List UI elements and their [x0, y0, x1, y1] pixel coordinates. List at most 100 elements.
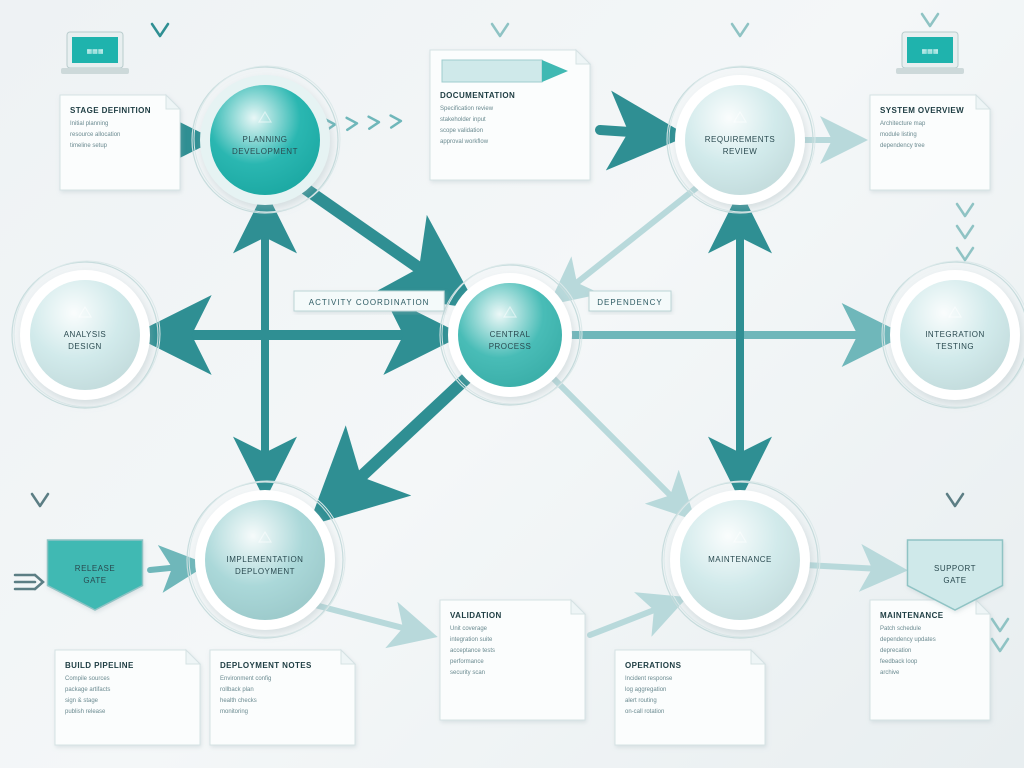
chevron-deco-6 [957, 248, 973, 260]
pent-left-label-1: RELEASE [75, 564, 115, 573]
card-bc1: DEPLOYMENT NOTES Environment config rollba… [210, 650, 355, 745]
n-top-right-label-1: REQUIREMENTS [705, 135, 775, 144]
laptop-icon: ▦▦▦ [86, 49, 103, 55]
n-top-right-label-2: REVIEW [723, 147, 758, 156]
n-top-left: PLANNING DEVELOPMENT [192, 66, 340, 213]
pent-left-label-2: GATE [83, 576, 106, 585]
card-bl-line-0: Compile sources [65, 676, 110, 682]
n-top-left-label-2: DEVELOPMENT [232, 147, 298, 156]
card-tr: SYSTEM OVERVIEWArchitecture mapmodule li… [870, 95, 990, 190]
n-center-label-1: CENTRAL [490, 330, 531, 339]
arrow-n-center-n-bot-right [550, 375, 690, 515]
n-bot-left-label-1: IMPLEMENTATION [227, 555, 304, 564]
chevron-down-icon [732, 24, 748, 36]
n-bot-right: MAINTENANCE [662, 481, 820, 638]
card-tc-line-0: Specification review [440, 106, 494, 112]
arrow-card-bc2-n-bot-right [590, 600, 680, 635]
card-bl: BUILD PIPELINE Compile sources package art… [55, 650, 200, 745]
card-br-title: MAINTENANCE [880, 611, 944, 620]
card-tr-line-2: dependency tree [880, 143, 925, 149]
chevron-deco-9 [15, 575, 43, 589]
chevron-deco-5 [957, 226, 973, 238]
lbl-left: ACTIVITY COORDINATION [294, 291, 444, 311]
chevron-deco-1 [492, 24, 508, 36]
chevron-deco-7 [32, 494, 48, 506]
card-bl-line-1: package artifacts [65, 687, 110, 693]
n-mid-left-label-2: DESIGN [68, 342, 102, 351]
card-tr-title: SYSTEM OVERVIEW [880, 106, 964, 115]
card-bc3-line-2: alert routing [625, 698, 657, 704]
chevron-deco-0 [152, 24, 168, 36]
arrow-n-bot-left-card-bc2 [315, 605, 430, 635]
arrow-card-tc-n-top-right [600, 130, 675, 135]
card-br-line-1: dependency updates [880, 637, 936, 643]
pent-left: RELEASE GATE [48, 540, 143, 610]
card-bc3-line-3: on-call rotation [625, 709, 664, 715]
card-br-line-4: archive [880, 670, 900, 676]
chevron-deco-10 [992, 619, 1008, 631]
card-tl-line-1: resource allocation [70, 132, 120, 138]
card-tc: DOCUMENTATION Specification review stakeho… [430, 50, 590, 180]
chevron-deco-3 [922, 14, 938, 26]
chevron-down-icon [957, 204, 973, 216]
n-center-label-2: PROCESS [489, 342, 532, 351]
chevron-deco-8 [947, 494, 963, 506]
card-bc2-line-2: acceptance tests [450, 648, 495, 654]
card-bc1-line-0: Environment config [220, 676, 271, 682]
card-tc-line-2: scope validation [440, 128, 483, 134]
pent-right-label-1: SUPPORT [934, 564, 976, 573]
n-bot-right-label-1: MAINTENANCE [708, 555, 772, 564]
chevron-down-icon [32, 494, 48, 506]
card-bc2-line-1: integration suite [450, 637, 493, 643]
card-bc2: VALIDATIONUnit coverageintegration suite… [440, 600, 585, 720]
chevron-deco-2 [732, 24, 748, 36]
lbl-right: DEPENDENCY [589, 291, 671, 311]
chevron-deco-4 [957, 204, 973, 216]
chevron-down-icon [992, 619, 1008, 631]
n-mid-right-label-1: INTEGRATION [925, 330, 985, 339]
card-br-line-3: feedback loop [880, 659, 918, 665]
card-tr-line-1: module listing [880, 132, 917, 138]
card-bc1-line-1: rollback plan [220, 687, 254, 693]
card-tc-line-3: approval workflow [440, 139, 489, 145]
n-bot-left-label-2: DEPLOYMENT [235, 567, 295, 576]
chevron-down-icon [922, 14, 938, 26]
chevron-down-icon [957, 248, 973, 260]
card-tl: STAGE DEFINITION Initial planning resource… [60, 95, 180, 190]
card-tl-title: STAGE DEFINITION [70, 106, 151, 115]
card-bc1-title: DEPLOYMENT NOTES [220, 661, 312, 670]
laptop-icon: ▦▦▦ [921, 49, 938, 55]
card-tl-line-0: Initial planning [70, 121, 108, 127]
lbl-right-text: DEPENDENCY [597, 298, 663, 307]
n-mid-right-label-2: TESTING [936, 342, 974, 351]
chevron-down-icon [492, 24, 508, 36]
laptop-tl: ▦▦▦ [61, 32, 129, 74]
chevron-down-icon [947, 494, 963, 506]
card-bl-title: BUILD PIPELINE [65, 661, 134, 670]
arrow-n-top-left-n-center [300, 185, 465, 300]
chevron-down-icon [992, 639, 1008, 651]
card-bc3: OPERATIONS Incident response log aggregati… [615, 650, 765, 745]
chevron-deco-11 [992, 639, 1008, 651]
card-bc3-line-0: Incident response [625, 676, 673, 682]
card-br-line-2: deprecation [880, 648, 911, 654]
card-bc2-title: VALIDATION [450, 611, 502, 620]
card-br-line-0: Patch schedule [880, 626, 922, 632]
card-bc2-line-4: security scan [450, 670, 485, 676]
card-tl-line-2: timeline setup [70, 143, 108, 149]
process-flow-diagram: STAGE DEFINITION Initial planning resource… [0, 0, 1024, 768]
n-top-left-label-1: PLANNING [243, 135, 288, 144]
chevron-down-icon [152, 24, 168, 36]
card-bc1-line-2: health checks [220, 698, 257, 704]
card-tc-title: DOCUMENTATION [440, 91, 515, 100]
arrow-n-center-n-bot-left [320, 375, 470, 515]
card-tc-line-1: stakeholder input [440, 117, 486, 123]
arrow-pent-left-n-bot-left [150, 565, 200, 570]
card-bc3-title: OPERATIONS [625, 661, 682, 670]
lbl-left-text: ACTIVITY COORDINATION [309, 298, 430, 307]
n-bot-left: IMPLEMENTATION DEPLOYMENT [187, 481, 345, 638]
chevron-down-icon [957, 226, 973, 238]
card-bl-line-3: publish release [65, 709, 106, 715]
card-bc1-line-3: monitoring [220, 709, 248, 715]
card-bc3-line-1: log aggregation [625, 687, 666, 693]
